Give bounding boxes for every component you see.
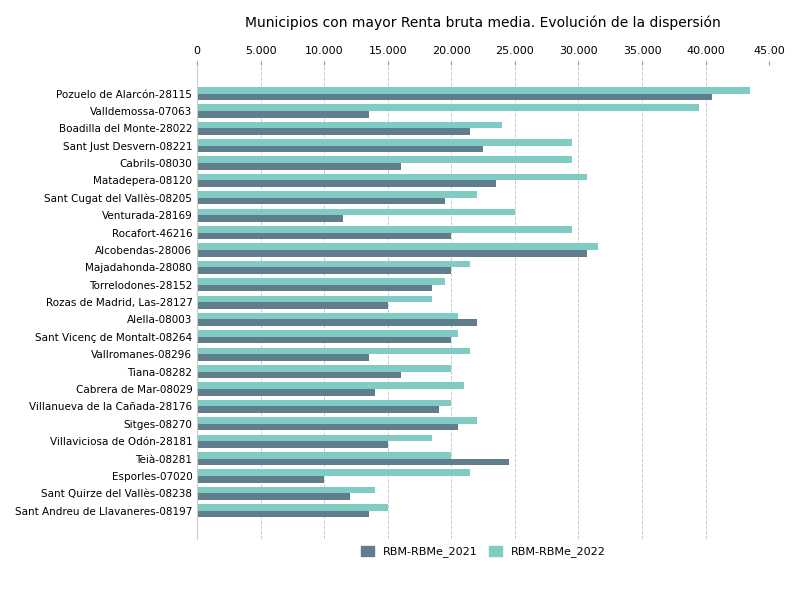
Bar	[198, 146, 483, 152]
Bar	[198, 296, 432, 302]
Bar	[198, 458, 509, 465]
Bar	[198, 233, 451, 239]
Bar	[198, 94, 712, 100]
Bar	[198, 215, 343, 222]
Bar	[198, 434, 432, 441]
Bar	[198, 87, 750, 94]
Title: Municipios con mayor Renta bruta media. Evolución de la dispersión: Municipios con mayor Renta bruta media. …	[246, 15, 721, 29]
Bar	[198, 139, 572, 146]
Bar	[198, 111, 369, 118]
Bar	[198, 157, 572, 163]
Bar	[198, 261, 470, 268]
Bar	[198, 400, 451, 406]
Bar	[198, 504, 388, 511]
Bar	[198, 347, 470, 354]
Bar	[198, 104, 699, 111]
Bar	[198, 354, 369, 361]
Bar	[198, 371, 401, 378]
Bar	[198, 337, 451, 343]
Bar	[198, 319, 477, 326]
Bar	[198, 389, 375, 395]
Bar	[198, 493, 350, 500]
Bar	[198, 268, 451, 274]
Bar	[198, 452, 451, 458]
Bar	[198, 191, 477, 198]
Bar	[198, 469, 470, 476]
Bar	[198, 174, 587, 181]
Bar	[198, 244, 598, 250]
Bar	[198, 285, 432, 292]
Bar	[198, 511, 369, 517]
Bar	[198, 476, 324, 482]
Bar	[198, 313, 458, 319]
Bar	[198, 487, 375, 493]
Bar	[198, 278, 445, 285]
Bar	[198, 302, 388, 309]
Bar	[198, 122, 502, 128]
Bar	[198, 382, 464, 389]
Bar	[198, 163, 401, 170]
Bar	[198, 417, 477, 424]
Bar	[198, 406, 438, 413]
Bar	[198, 181, 496, 187]
Bar	[198, 226, 572, 233]
Bar	[198, 330, 458, 337]
Bar	[198, 128, 470, 135]
Bar	[198, 365, 451, 371]
Bar	[198, 209, 515, 215]
Bar	[198, 441, 388, 448]
Bar	[198, 198, 445, 205]
Bar	[198, 250, 587, 257]
Bar	[198, 424, 458, 430]
Legend: RBM-RBMe_2021, RBM-RBMe_2022: RBM-RBMe_2021, RBM-RBMe_2022	[356, 541, 610, 562]
